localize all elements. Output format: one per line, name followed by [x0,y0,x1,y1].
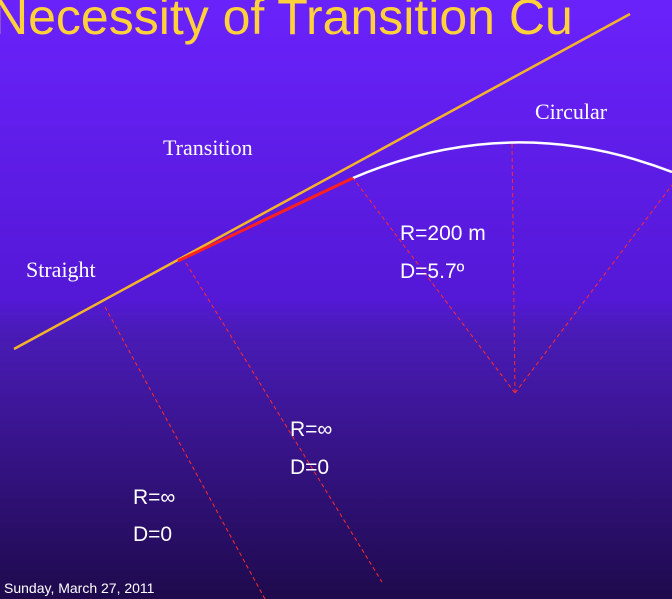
tangent-line [13,12,631,351]
circular-radius: R=200 m [400,222,486,245]
circular-label: Circular [535,99,608,124]
straight-label: Straight [26,257,96,282]
transition-label: Transition [163,135,253,160]
slide-title: Necessity of Transition Cu [0,0,573,45]
radius-line [514,184,672,394]
circular-arc [352,141,672,180]
transition-segment [177,176,354,263]
straight-degree: D=0 [133,523,172,546]
transition-degree: D=0 [290,456,329,479]
straight-radius: R=∞ [133,486,175,509]
circular-degree: D=5.7º [400,260,465,283]
radius-line [352,177,516,394]
footer-date: Sunday, March 27, 2011 [4,580,155,596]
transition-radius: R=∞ [290,418,332,441]
